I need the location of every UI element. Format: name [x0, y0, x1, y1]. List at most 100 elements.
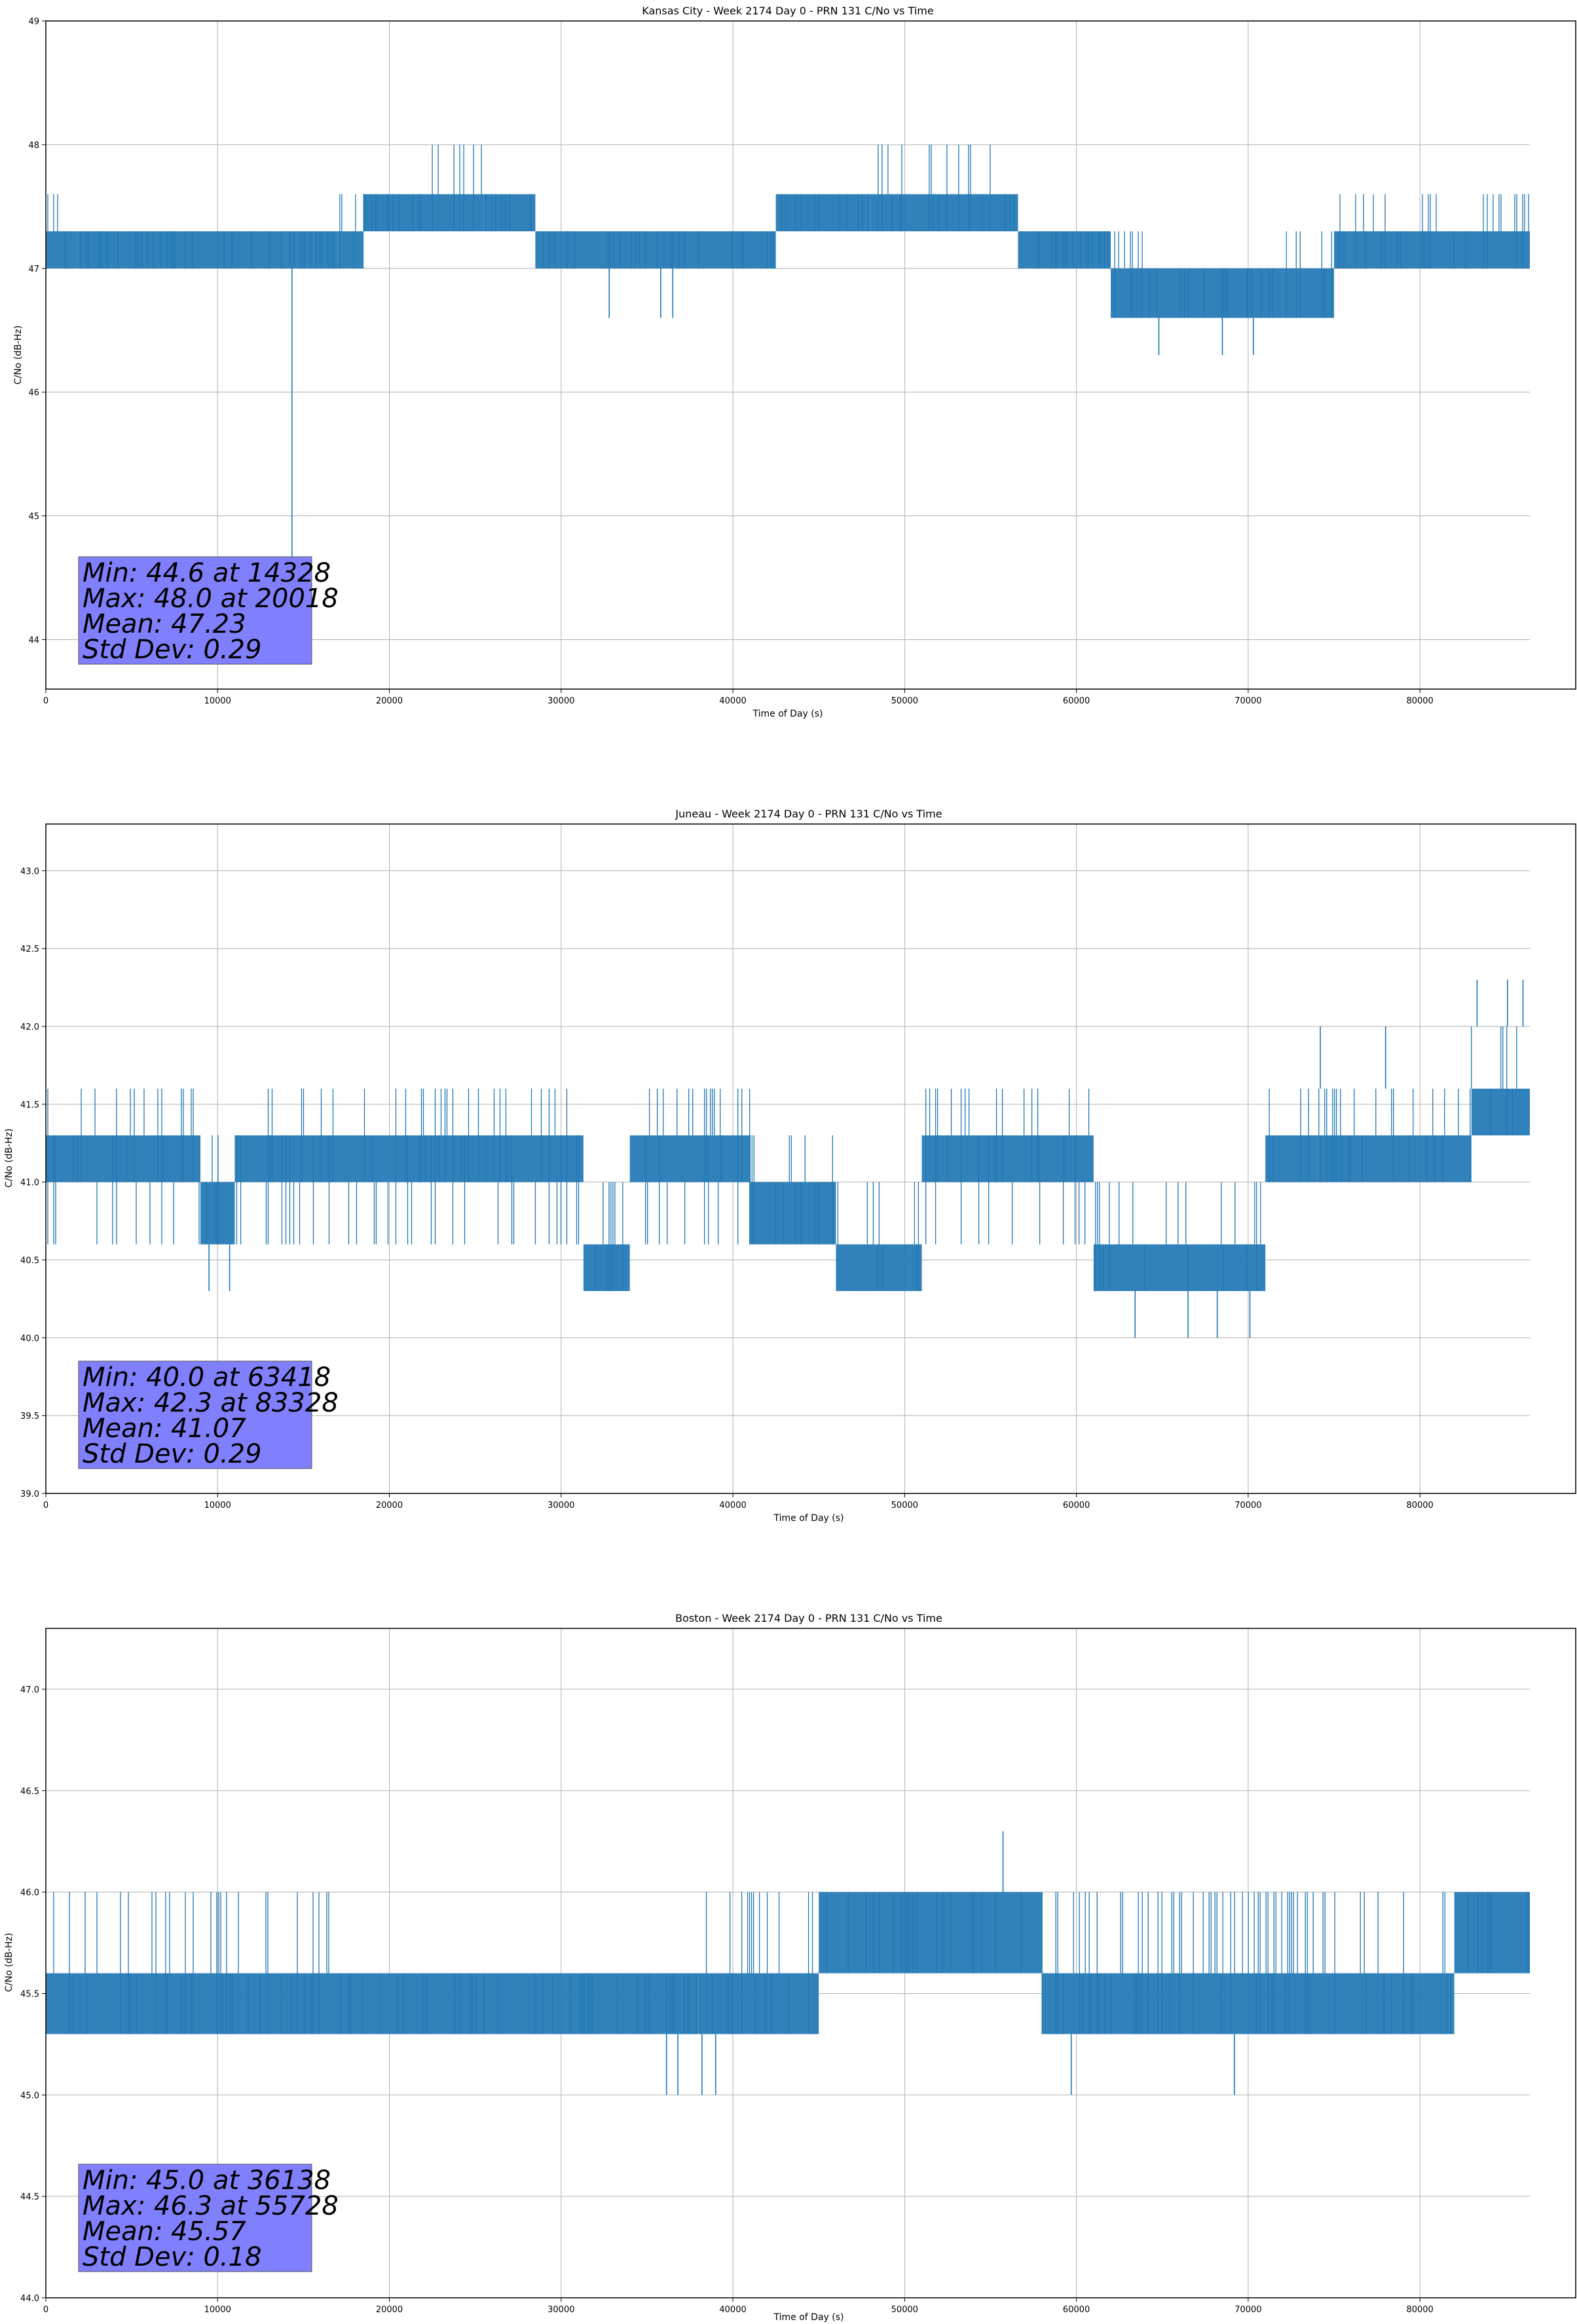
x-tick-label: 20000: [376, 1501, 403, 1510]
series-trace: [1041, 1892, 1451, 2034]
y-tick-label: 48: [28, 141, 39, 151]
stat-min: Min: 45.0 at 36138: [83, 2165, 331, 2196]
series-segment: [836, 1182, 922, 1292]
y-tick-label: 49: [28, 17, 39, 27]
series-segment: [1265, 1089, 1317, 1182]
y-tick-label: 41.5: [20, 1100, 39, 1110]
data-series: [46, 1831, 1530, 2095]
series-trace: [363, 194, 421, 232]
series-band: [1282, 268, 1335, 318]
series-band: [1042, 1973, 1455, 2034]
series-trace: [1095, 1182, 1261, 1291]
y-tick-label: 44: [28, 635, 39, 645]
series-trace: [705, 1892, 813, 2034]
y-tick-label: 43.0: [20, 867, 39, 876]
series-segment: [749, 1135, 836, 1245]
chart-title: Boston - Week 2174 Day 0 - PRN 131 C/No …: [675, 1612, 942, 1624]
series-segment: [46, 194, 77, 269]
series-trace: [826, 1892, 1022, 1974]
stat-min: Min: 40.0 at 63418: [83, 1362, 331, 1393]
series-segment: [775, 194, 870, 232]
series-segment: [483, 194, 536, 232]
x-tick-label: 20000: [376, 696, 403, 706]
x-tick-label: 20000: [376, 2305, 403, 2315]
series-segment: [819, 1892, 1043, 1974]
y-tick-label: 42.5: [20, 945, 39, 954]
y-tick-label: 40.5: [20, 1256, 39, 1265]
series-band: [1093, 1244, 1266, 1292]
series-segment: [46, 1892, 346, 2034]
x-tick-label: 80000: [1406, 1501, 1433, 1510]
y-tick-label: 44.5: [20, 2192, 39, 2202]
x-tick-label: 60000: [1063, 696, 1090, 706]
x-tick-label: 0: [43, 696, 48, 706]
series-segment: [337, 194, 364, 269]
stats-box-background: [78, 556, 312, 665]
series-trace: [1471, 1026, 1517, 1136]
x-axis-label: Time of Day (s): [773, 1513, 844, 1524]
series-segment: [535, 231, 699, 269]
plot-frame: [45, 823, 1576, 1494]
series-band: [296, 231, 338, 269]
series-trace: [749, 1135, 833, 1245]
x-tick-label: 0: [43, 2305, 48, 2315]
series-trace: [1148, 268, 1274, 318]
series-band: [46, 1973, 346, 2034]
y-axis-label: C/No (dB-Hz): [4, 1129, 14, 1188]
series-segment: [363, 194, 433, 232]
y-tick-label: 39.0: [20, 1490, 39, 1499]
series-trace: [837, 1182, 919, 1291]
series-band: [286, 231, 297, 269]
series-segment: [870, 144, 991, 232]
series-segment: [46, 1089, 201, 1245]
y-tick-label: 40.0: [20, 1334, 39, 1343]
series-band: [1334, 231, 1530, 269]
stat-mean: Mean: 41.07: [83, 1414, 246, 1444]
chart-title: Kansas City - Week 2174 Day 0 - PRN 131 …: [642, 5, 933, 17]
panel-juneau: Juneau - Week 2174 Day 0 - PRN 131 C/No …: [4, 808, 1576, 1524]
stat-std-dev: Std Dev: 0.29: [83, 1439, 262, 1469]
series-trace: [781, 194, 869, 232]
series-segment: [698, 1892, 819, 2034]
y-tick-label: 45.5: [20, 1989, 39, 1999]
series-band: [870, 194, 991, 232]
y-tick-label: 47.0: [20, 1685, 39, 1695]
series-segment: [1018, 231, 1111, 269]
x-tick-label: 70000: [1234, 2305, 1261, 2315]
series-trace: [595, 1182, 623, 1291]
axis-ticks: 0 10000 20000 30000 40000 50000 60000 70000 8000…: [28, 17, 1433, 706]
data-series: [46, 144, 1530, 566]
y-axis-label: C/No (dB-Hz): [4, 1933, 14, 1992]
x-tick-label: 60000: [1063, 2305, 1090, 2315]
series-trace: [925, 1089, 1090, 1245]
x-tick-label: 70000: [1234, 1501, 1261, 1510]
stats-box: Min: 45.0 at 36138 Max: 46.3 at 55728 Me…: [78, 2164, 339, 2272]
series-band: [363, 194, 433, 232]
y-tick-label: 45: [28, 512, 39, 522]
plot-frame: [45, 1628, 1576, 2298]
panel-boston: Boston - Week 2174 Day 0 - PRN 131 C/No …: [4, 1612, 1576, 2323]
series-trace: [236, 1089, 580, 1245]
series-trace: [289, 231, 295, 269]
series-band: [1111, 268, 1145, 318]
y-tick-label: 46.0: [20, 1888, 39, 1898]
series-trace: [542, 231, 686, 269]
series-segment: [234, 1089, 584, 1245]
x-tick-label: 40000: [719, 1501, 746, 1510]
series-band: [234, 1135, 584, 1182]
chart-title: Juneau - Week 2174 Day 0 - PRN 131 C/No …: [675, 808, 942, 820]
x-tick-label: 50000: [891, 1501, 918, 1510]
series-trace: [80, 231, 282, 269]
x-tick-label: 80000: [1406, 2305, 1433, 2315]
stat-mean: Mean: 45.57: [83, 2217, 246, 2247]
x-tick-label: 60000: [1063, 1501, 1090, 1510]
series-band: [1471, 1089, 1530, 1136]
series-band: [46, 231, 77, 269]
series-segment: [921, 1089, 1094, 1245]
series-segment: [346, 1973, 699, 2034]
series-trace: [1269, 1089, 1309, 1182]
series-band: [1145, 268, 1283, 318]
series-segment: [432, 144, 484, 232]
stat-std-dev: Std Dev: 0.18: [83, 2242, 262, 2272]
